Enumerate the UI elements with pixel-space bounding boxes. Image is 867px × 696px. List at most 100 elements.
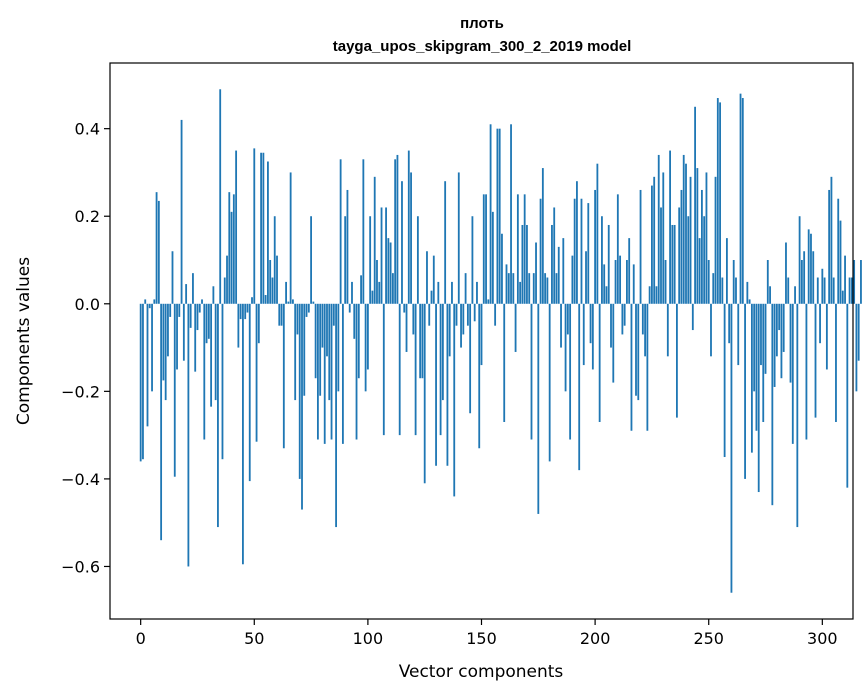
bar-component-59 [273, 216, 276, 304]
bar-component-242 [689, 176, 692, 304]
bar-component-77 [314, 303, 317, 379]
bar-component-50 [253, 148, 256, 304]
bar-component-15 [173, 303, 176, 477]
bar-component-210 [616, 194, 619, 304]
bar-component-4 [148, 303, 151, 309]
bar-component-63 [282, 303, 285, 449]
bar-component-81 [323, 303, 326, 444]
bar-component-278 [771, 303, 774, 506]
bar-component-124 [421, 303, 424, 379]
bar-component-108 [385, 207, 387, 304]
x-tick-label: 150 [466, 629, 497, 648]
bar-component-72 [303, 303, 306, 396]
bar-component-184 [557, 246, 560, 304]
bar-component-6 [153, 299, 156, 304]
bar-component-182 [553, 207, 556, 304]
bar-component-189 [569, 303, 572, 440]
bar-component-70 [298, 303, 301, 479]
bar-component-309 [841, 290, 844, 304]
bar-component-227 [655, 286, 658, 304]
bar-component-263 [737, 303, 740, 366]
bar-component-110 [389, 242, 392, 304]
bar-component-54 [262, 152, 265, 304]
bar-component-299 [819, 303, 821, 344]
bar-component-24 [194, 303, 197, 372]
bar-component-16 [176, 303, 178, 370]
bar-component-205 [605, 286, 608, 304]
bar-component-317 [860, 260, 862, 304]
bar-component-68 [294, 303, 297, 401]
bar-component-222 [644, 303, 647, 357]
bar-component-282 [780, 303, 783, 379]
bar-component-67 [292, 299, 294, 304]
bar-component-162 [507, 273, 510, 304]
bar-component-138 [453, 303, 456, 497]
x-tick-label: 200 [580, 629, 611, 648]
bar-component-188 [566, 303, 569, 335]
bar-component-271 [755, 303, 758, 431]
bar-component-181 [551, 224, 553, 304]
bar-component-259 [728, 303, 731, 344]
bar-component-55 [264, 295, 267, 304]
bar-component-27 [201, 299, 203, 304]
bar-component-91 [346, 189, 349, 304]
bar-component-275 [764, 303, 767, 374]
bar-component-265 [741, 98, 744, 304]
bar-component-246 [698, 238, 701, 304]
y-axis-label: Components values [14, 257, 34, 425]
bar-component-174 [535, 242, 537, 304]
bar-component-158 [498, 128, 501, 304]
bar-component-284 [785, 242, 787, 304]
bar-component-255 [719, 102, 721, 304]
bar-component-269 [750, 303, 753, 453]
bar-component-106 [380, 207, 383, 304]
bar-component-200 [594, 189, 597, 304]
bar-component-73 [305, 303, 308, 317]
bar-component-3 [146, 303, 149, 427]
bar-component-25 [196, 303, 199, 331]
y-tick-label: −0.2 [61, 382, 100, 401]
bar-component-166 [516, 194, 519, 304]
bar-component-38 [226, 255, 228, 304]
bar-component-112 [394, 159, 397, 304]
bar-component-34 [217, 303, 219, 528]
bar-component-197 [587, 203, 590, 304]
bar-component-64 [285, 281, 287, 304]
bar-component-289 [796, 303, 799, 528]
bar-component-163 [510, 124, 512, 304]
bar-component-308 [839, 220, 842, 304]
bar-component-44 [239, 303, 242, 320]
bar-component-89 [341, 303, 344, 444]
bar-component-2 [144, 299, 147, 304]
bar-component-80 [321, 303, 324, 348]
bar-component-251 [710, 303, 712, 357]
bar-component-286 [789, 303, 792, 383]
bar-component-53 [260, 152, 263, 304]
bar-component-178 [544, 273, 547, 304]
bar-component-149 [478, 303, 481, 449]
bar-component-148 [476, 281, 478, 304]
bar-component-92 [348, 303, 351, 313]
bar-component-312 [848, 277, 851, 304]
bar-component-76 [312, 301, 315, 304]
bar-component-235 [673, 224, 676, 304]
bar-component-261 [732, 260, 735, 304]
x-axis-ticks: 0 50 100 150 200 250 300 [136, 619, 838, 648]
bar-component-311 [846, 303, 849, 488]
bar-component-277 [769, 286, 771, 304]
bar-component-135 [446, 303, 449, 466]
bar-component-285 [787, 277, 790, 304]
bar-component-213 [623, 303, 626, 326]
bar-component-191 [573, 198, 576, 304]
bar-component-175 [537, 303, 540, 514]
bar-component-133 [441, 303, 444, 401]
bar-component-313 [850, 277, 853, 304]
bar-component-116 [403, 303, 406, 313]
bar-component-146 [471, 216, 474, 304]
bar-component-160 [503, 303, 506, 422]
bar-component-183 [555, 273, 558, 304]
bar-component-283 [782, 303, 785, 352]
bar-component-232 [666, 303, 669, 357]
bar-component-307 [837, 198, 840, 304]
bar-component-94 [353, 303, 356, 339]
